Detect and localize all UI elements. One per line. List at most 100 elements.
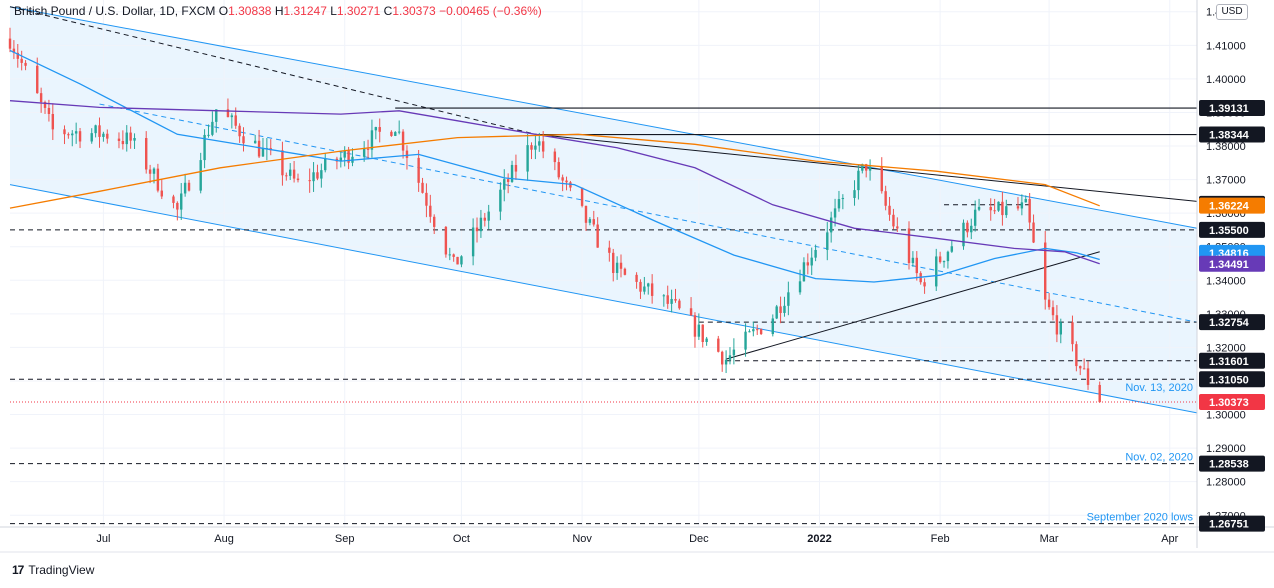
candle-body (514, 164, 518, 172)
candle-body (401, 131, 405, 151)
candle-body (670, 298, 673, 304)
candle-body (78, 131, 82, 142)
candle-body (397, 131, 401, 133)
candle-body (1044, 242, 1047, 300)
candle-body (861, 164, 864, 171)
candle-body (203, 134, 206, 161)
candle-body (347, 150, 350, 163)
candle-body (557, 162, 560, 178)
candle-body (425, 192, 428, 206)
candle-body (888, 205, 891, 215)
candle-body (257, 140, 261, 157)
candle-body (8, 38, 12, 49)
candle-body (145, 138, 148, 170)
candle-body (207, 134, 210, 136)
currency-button[interactable]: USD (1216, 4, 1248, 20)
x-tick-label: Dec (689, 533, 709, 545)
candle-body (759, 329, 763, 335)
candle-body (289, 169, 292, 176)
candle-body (362, 148, 366, 157)
candle-body (689, 308, 693, 316)
candle-body (643, 286, 646, 292)
candle-body (374, 127, 378, 131)
candle-body (697, 324, 701, 337)
footer-brand[interactable]: 17 TradingView (12, 563, 94, 577)
candle-body (12, 48, 16, 53)
y-tick-label: 1.30000 (1206, 410, 1246, 422)
candle-body (833, 208, 837, 218)
candle-body (320, 170, 323, 179)
candle-body (989, 206, 992, 211)
candle-body (215, 109, 218, 122)
candle-body (456, 256, 459, 265)
candle-body (71, 133, 74, 136)
candle-body (94, 125, 97, 134)
chart-annotation: Nov. 13, 2020 (1125, 382, 1193, 394)
candle-body (1071, 322, 1074, 345)
trend-line (9, 184, 1198, 414)
candle-body (129, 132, 132, 141)
y-tick-label: 1.32000 (1206, 342, 1246, 354)
candle-body (20, 58, 23, 63)
high-value: 1.31247 (283, 4, 327, 18)
candle-body (343, 150, 346, 158)
candle-body (448, 254, 451, 256)
symbol-header: British Pound / U.S. Dollar, 1D, FXCM O1… (14, 4, 542, 18)
candle-body (187, 182, 191, 191)
moving-average-line (9, 133, 1100, 209)
candle-body (907, 228, 911, 264)
candle-body (911, 257, 915, 264)
y-tick-label: 1.40000 (1206, 74, 1246, 86)
symbol-title: British Pound / U.S. Dollar, 1D, FXCM (14, 4, 216, 18)
candle-body (561, 177, 564, 181)
candle-body (1098, 384, 1101, 403)
price-tag (1199, 371, 1265, 388)
candle-body (308, 180, 311, 182)
candle-body (90, 133, 93, 142)
candle-body (261, 148, 265, 157)
candle-body (868, 166, 872, 171)
candle-body (475, 227, 479, 232)
candle-body (997, 201, 1000, 211)
close-value: 1.30373 (392, 4, 436, 18)
candle-body (693, 315, 697, 337)
candle-body (1001, 201, 1004, 216)
y-tick-label: 1.28000 (1206, 477, 1246, 489)
chart-annotation: Nov. 02, 2020 (1125, 452, 1193, 464)
candle-body (923, 282, 926, 287)
candle-body (121, 140, 125, 145)
candle-body (499, 189, 502, 212)
candle-body (125, 132, 128, 145)
price-tag-label: 1.34491 (1209, 259, 1249, 271)
x-tick-label: 2022 (807, 533, 831, 545)
candle-body (316, 172, 319, 179)
trend-line (9, 6, 536, 135)
candle-body (234, 115, 237, 126)
candle-body (452, 254, 455, 257)
candle-body (915, 257, 918, 274)
candle-body (1086, 368, 1090, 385)
candle-body (837, 199, 841, 209)
candle-body (580, 187, 584, 206)
price-tag-label: 1.38344 (1209, 129, 1250, 141)
candle-body (962, 222, 965, 247)
moving-average-line (9, 100, 1100, 265)
candle-body (378, 127, 381, 132)
change-value: −0.00465 (−0.36%) (439, 4, 542, 18)
candle-body (705, 338, 708, 343)
y-tick-label: 1.37000 (1206, 175, 1246, 187)
candle-body (771, 318, 774, 335)
candle-body (814, 249, 817, 258)
candle-body (444, 226, 448, 255)
price-tag-label: 1.39131 (1209, 103, 1249, 115)
candle-body (36, 65, 39, 94)
candle-body (43, 102, 47, 108)
price-tag (1199, 352, 1265, 369)
price-tag (1199, 100, 1265, 117)
candle-body (230, 115, 234, 118)
x-tick-label: Sep (335, 533, 355, 545)
candle-body (841, 197, 845, 200)
candle-body (973, 209, 977, 226)
trend-line (9, 6, 1198, 229)
